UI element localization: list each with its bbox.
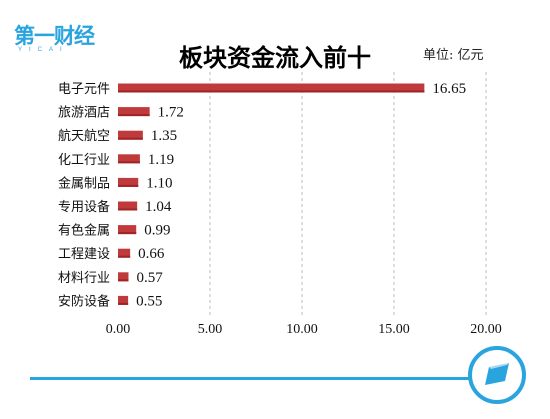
yicai-emblem-icon <box>468 346 526 404</box>
value-label: 0.99 <box>144 223 170 239</box>
bar <box>118 272 129 282</box>
bar <box>118 177 139 187</box>
logo-subtext: YICAI <box>18 47 69 53</box>
bar-shadow <box>118 255 131 258</box>
category-label: 安防设备 <box>58 293 110 309</box>
yicai-logo: 第一财经 YICAI <box>14 24 106 53</box>
value-labels: 16.65 1.72 1.35 1.19 1.10 1.04 0.99 0.66 0.57 0.5… <box>136 81 466 309</box>
x-tick-label: 0.00 <box>106 322 131 337</box>
category-label: 工程建设 <box>58 247 110 262</box>
bar <box>118 154 140 164</box>
x-tick-label: 20.00 <box>470 322 502 337</box>
category-label: 专用设备 <box>58 199 110 215</box>
chart-title: 板块资金流入前十 <box>179 44 371 72</box>
category-label: 金属制品 <box>58 175 110 191</box>
value-label: 0.57 <box>136 270 163 286</box>
category-label: 电子元件 <box>58 82 110 97</box>
category-label: 航天航空 <box>58 128 110 144</box>
bar-shadow <box>118 137 143 140</box>
bar <box>118 83 425 93</box>
unit-label: 单位: 亿元 <box>423 48 484 63</box>
footer-divider <box>30 377 475 380</box>
x-tick-label: 10.00 <box>286 322 318 337</box>
value-label: 1.35 <box>151 128 177 144</box>
bar <box>118 107 150 117</box>
category-label: 有色金属 <box>58 223 110 239</box>
x-axis: 0.00 5.00 10.00 15.00 20.00 <box>106 322 502 337</box>
category-label: 旅游酒店 <box>58 106 110 121</box>
gridlines <box>209 72 487 316</box>
bar-shadow <box>118 208 138 211</box>
bar <box>118 201 138 211</box>
bar-shadow <box>118 279 129 282</box>
value-label: 0.66 <box>138 246 165 262</box>
bar-shadow <box>118 161 140 164</box>
bar <box>118 225 137 235</box>
value-label: 1.04 <box>145 199 172 215</box>
bars <box>118 83 425 305</box>
bar-shadow <box>118 114 150 117</box>
value-label: 16.65 <box>432 81 466 97</box>
bar-shadow <box>118 90 425 93</box>
value-label: 0.55 <box>136 293 162 309</box>
bar <box>118 130 143 140</box>
bar-shadow <box>118 184 139 187</box>
value-label: 1.72 <box>158 105 184 121</box>
category-label: 材料行业 <box>58 271 110 286</box>
value-label: 1.19 <box>148 152 174 168</box>
x-tick-label: 5.00 <box>198 322 223 337</box>
logo-text: 第一财经 <box>14 24 95 48</box>
x-tick-label: 15.00 <box>378 322 410 337</box>
bar-shadow <box>118 232 137 235</box>
bar <box>118 295 129 305</box>
value-label: 1.10 <box>146 175 172 191</box>
bar <box>118 248 131 258</box>
bar-shadow <box>118 302 129 305</box>
category-label: 化工行业 <box>58 153 110 168</box>
